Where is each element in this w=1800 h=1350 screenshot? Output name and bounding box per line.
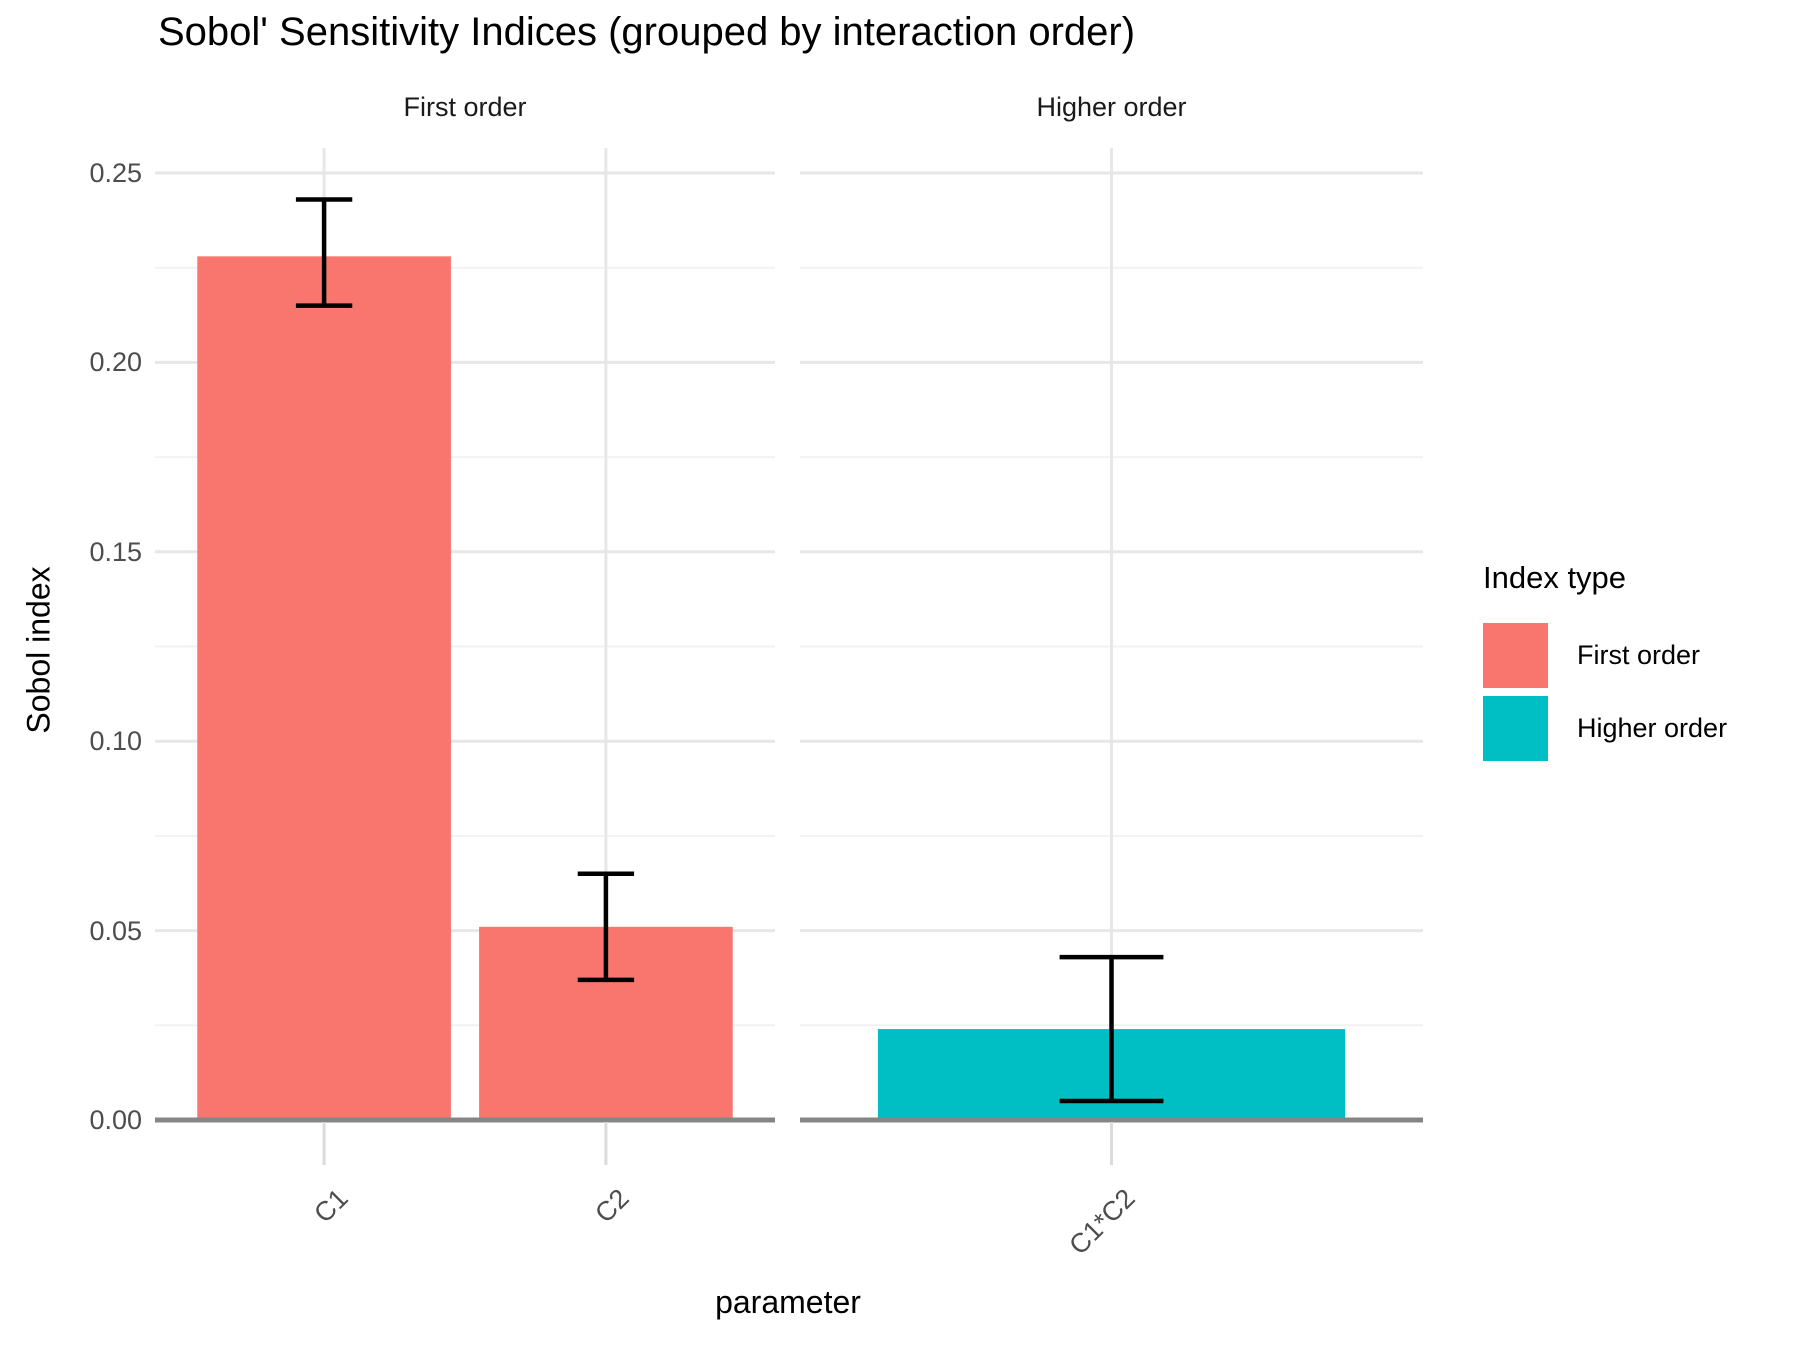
- legend-swatch-first-order: [1483, 623, 1548, 688]
- facet-label-first-order: First order: [403, 92, 527, 122]
- panel-higher-order: [800, 148, 1423, 1165]
- x-axis-title: parameter: [715, 1284, 861, 1320]
- bar-c1: [197, 256, 451, 1121]
- legend-entry-higher-order: Higher order: [1483, 696, 1727, 761]
- plot-title: Sobol' Sensitivity Indices (grouped by i…: [158, 10, 1136, 54]
- error-bar-c1-c2: [1059, 954, 1164, 1104]
- y-tick-label-0.20: 0.20: [89, 347, 142, 378]
- x-tick-label-c1-c2: C1*C2: [1063, 1183, 1141, 1261]
- error-bar-c2: [577, 871, 635, 983]
- legend-entries: First order Higher order: [1483, 623, 1727, 761]
- y-tick-label-0.05: 0.05: [89, 915, 142, 946]
- y-tick-label-0.25: 0.25: [89, 158, 142, 188]
- y-tick-label-0.15: 0.15: [89, 536, 142, 567]
- panel-first-order: [155, 148, 775, 1165]
- facet-label-higher-order: Higher order: [1036, 92, 1187, 122]
- x-tick-label-c1: C1: [307, 1183, 354, 1229]
- y-axis-title: Sobol index: [20, 566, 57, 734]
- legend-label: Higher order: [1577, 713, 1728, 743]
- legend-label: First order: [1577, 640, 1701, 670]
- legend-title: Index type: [1483, 560, 1627, 595]
- x-tick-label-c2: C2: [589, 1183, 636, 1229]
- y-tick-label-0.00: 0.00: [89, 1105, 142, 1135]
- legend-swatch-higher-order: [1483, 696, 1548, 761]
- legend-entry-first-order: First order: [1483, 623, 1727, 688]
- error-bar-c1: [295, 197, 353, 308]
- legend: Index type First order Higher order: [1483, 560, 1727, 769]
- y-tick-label-0.10: 0.10: [89, 726, 142, 757]
